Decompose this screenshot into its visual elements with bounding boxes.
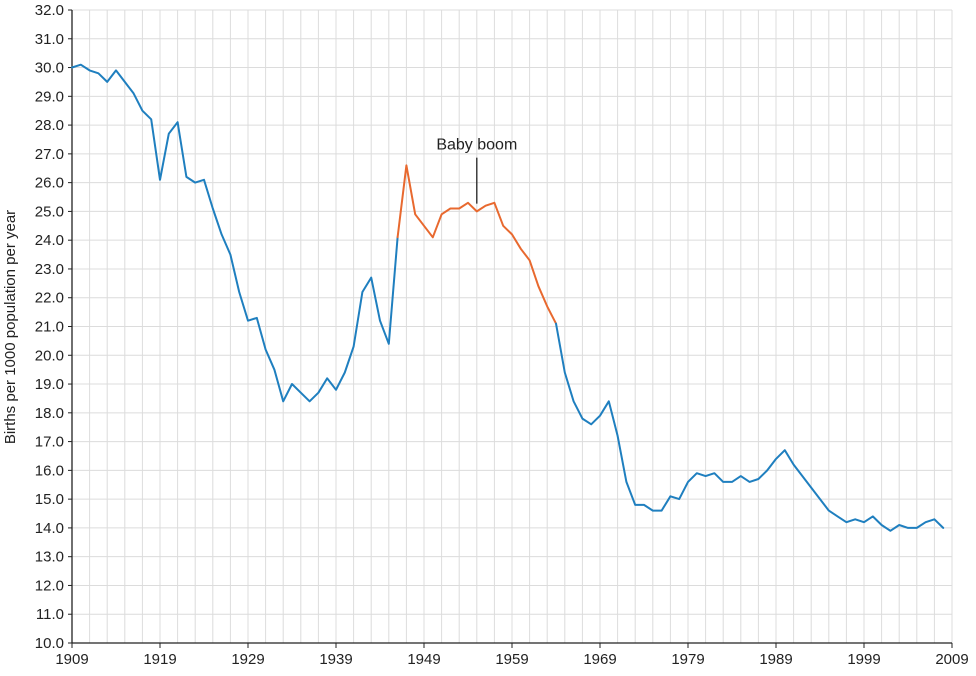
y-tick-label: 29.0 bbox=[35, 88, 64, 105]
y-tick-label: 23.0 bbox=[35, 261, 64, 278]
y-tick-label: 17.0 bbox=[35, 434, 64, 451]
y-axis-title: Births per 1000 population per year bbox=[2, 210, 19, 444]
x-tick-label: 1929 bbox=[231, 651, 264, 668]
y-tick-label: 10.0 bbox=[35, 635, 64, 652]
y-tick-label: 13.0 bbox=[35, 549, 64, 566]
x-tick-label: 1989 bbox=[759, 651, 792, 668]
y-tick-label: 20.0 bbox=[35, 347, 64, 364]
x-tick-label: 1969 bbox=[583, 651, 616, 668]
y-tick-label: 30.0 bbox=[35, 60, 64, 77]
grid-lines bbox=[72, 9, 953, 643]
x-tick-label: 1999 bbox=[847, 651, 880, 668]
x-tick-label: 1959 bbox=[495, 651, 528, 668]
x-tick-label: 1909 bbox=[55, 651, 88, 668]
y-tick-label: 21.0 bbox=[35, 319, 64, 336]
y-tick-label: 15.0 bbox=[35, 491, 64, 508]
y-tick-labels: 10.0 11.0 12.0 13.0 14.0 15.0 16.0 17.0 18.0 19.0… bbox=[35, 2, 72, 652]
series-line-3 bbox=[555, 322, 945, 532]
x-tick-label: 1949 bbox=[407, 651, 440, 668]
x-tick-labels: 1909 1919 1929 1939 1949 1959 1969 1979 1989 1999… bbox=[55, 643, 969, 668]
y-tick-label: 24.0 bbox=[35, 232, 64, 249]
y-tick-label: 18.0 bbox=[35, 405, 64, 422]
y-tick-label: 32.0 bbox=[35, 2, 64, 19]
series-lines bbox=[71, 63, 945, 532]
y-tick-label: 27.0 bbox=[35, 146, 64, 163]
y-tick-label: 28.0 bbox=[35, 117, 64, 134]
series-line-2 bbox=[396, 164, 557, 325]
y-tick-label: 11.0 bbox=[36, 606, 64, 623]
series-line-1 bbox=[71, 63, 399, 403]
y-tick-label: 22.0 bbox=[35, 290, 64, 307]
y-tick-label: 26.0 bbox=[35, 175, 64, 192]
annotation-label: Baby boom bbox=[436, 137, 517, 154]
y-tick-label: 14.0 bbox=[35, 520, 64, 537]
y-tick-label: 16.0 bbox=[35, 462, 64, 479]
x-tick-label: 2009 bbox=[935, 651, 968, 668]
y-tick-label: 31.0 bbox=[35, 31, 64, 48]
x-tick-label: 1939 bbox=[319, 651, 352, 668]
y-tick-label: 19.0 bbox=[35, 376, 64, 393]
x-tick-label: 1919 bbox=[143, 651, 176, 668]
annotations: Baby boom bbox=[436, 137, 517, 204]
y-tick-label: 25.0 bbox=[35, 203, 64, 220]
y-tick-label: 12.0 bbox=[35, 577, 64, 594]
x-tick-label: 1979 bbox=[671, 651, 704, 668]
